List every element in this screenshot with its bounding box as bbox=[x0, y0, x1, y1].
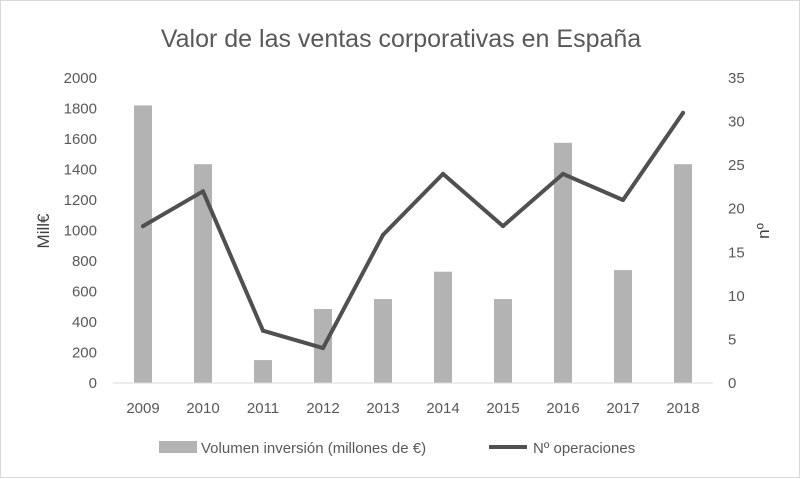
y2-tick-label: 0 bbox=[728, 375, 736, 392]
x-tick-label: 2017 bbox=[606, 400, 639, 417]
y2-tick-label: 10 bbox=[728, 288, 745, 305]
bar-2013 bbox=[374, 299, 392, 383]
legend-line-label: Nº operaciones bbox=[533, 440, 635, 457]
line-point-2013 bbox=[381, 232, 385, 237]
y2-tick-label: 30 bbox=[728, 114, 745, 131]
line-point-2010 bbox=[201, 189, 205, 194]
x-tick-label: 2014 bbox=[426, 400, 459, 417]
legend-bar-label: Volumen inversión (millones de €) bbox=[201, 440, 426, 457]
y2-tick-label: 35 bbox=[728, 70, 745, 87]
bar-2015 bbox=[494, 299, 512, 383]
y2-tick-label: 5 bbox=[728, 331, 736, 348]
operations-line bbox=[141, 110, 685, 351]
x-tick-label: 2012 bbox=[306, 400, 339, 417]
x-tick-label: 2015 bbox=[486, 400, 519, 417]
y-tick-label: 2000 bbox=[64, 70, 97, 87]
y-tick-label: 1200 bbox=[64, 192, 97, 209]
y2-axis-title: nº bbox=[754, 223, 773, 239]
y2-axis-ticks: 0 5 10 15 20 25 30 35 bbox=[728, 70, 745, 392]
x-tick-label: 2011 bbox=[247, 400, 279, 417]
y2-tick-label: 20 bbox=[728, 201, 745, 218]
x-tick-label: 2009 bbox=[126, 400, 159, 417]
y2-tick-label: 15 bbox=[728, 244, 745, 261]
line-point-2012 bbox=[321, 346, 325, 351]
y-axis-title: Mill€ bbox=[34, 213, 53, 248]
y-tick-label: 200 bbox=[72, 345, 97, 362]
bar-2014 bbox=[434, 271, 452, 383]
y-axis-ticks: 0 200 400 600 800 1000 1200 1400 1600 1800 2000 bbox=[64, 70, 97, 392]
y2-tick-label: 25 bbox=[728, 157, 745, 174]
x-tick-label: 2016 bbox=[546, 400, 579, 417]
bar-2009 bbox=[134, 105, 152, 384]
y-tick-label: 600 bbox=[72, 284, 97, 301]
y-tick-label: 400 bbox=[72, 314, 97, 331]
line-point-2017 bbox=[621, 198, 625, 202]
bar-2011 bbox=[254, 360, 272, 383]
y-tick-label: 1600 bbox=[64, 131, 97, 148]
line-point-2016 bbox=[561, 171, 565, 176]
bar-2018 bbox=[674, 164, 692, 383]
y-tick-label: 1400 bbox=[64, 162, 97, 179]
bar-2017 bbox=[614, 270, 632, 383]
y-tick-label: 0 bbox=[89, 375, 97, 392]
y-tick-label: 1800 bbox=[64, 101, 97, 118]
legend-bar-swatch bbox=[159, 441, 197, 453]
bars-layer bbox=[134, 105, 692, 384]
x-tick-label: 2010 bbox=[186, 400, 219, 417]
y-tick-label: 1000 bbox=[64, 223, 97, 240]
legend: Volumen inversión (millones de €) Nº ope… bbox=[159, 440, 635, 457]
bar-2010 bbox=[194, 164, 212, 383]
line-point-2009 bbox=[141, 224, 145, 229]
line-point-2014 bbox=[441, 171, 445, 176]
line-point-2018 bbox=[681, 110, 685, 115]
line-layer bbox=[141, 110, 685, 351]
chart-title: Valor de las ventas corporativas en Espa… bbox=[161, 25, 641, 53]
x-tick-label: 2013 bbox=[366, 400, 399, 417]
line-point-2015 bbox=[501, 224, 505, 229]
line-point-2011 bbox=[261, 328, 265, 333]
y-tick-label: 800 bbox=[72, 253, 97, 270]
x-axis-ticks: 2009 2010 2011 2012 2013 2014 2015 2016 2017 2018 bbox=[126, 400, 699, 417]
x-tick-label: 2018 bbox=[666, 400, 699, 417]
bar-2016 bbox=[554, 142, 572, 383]
